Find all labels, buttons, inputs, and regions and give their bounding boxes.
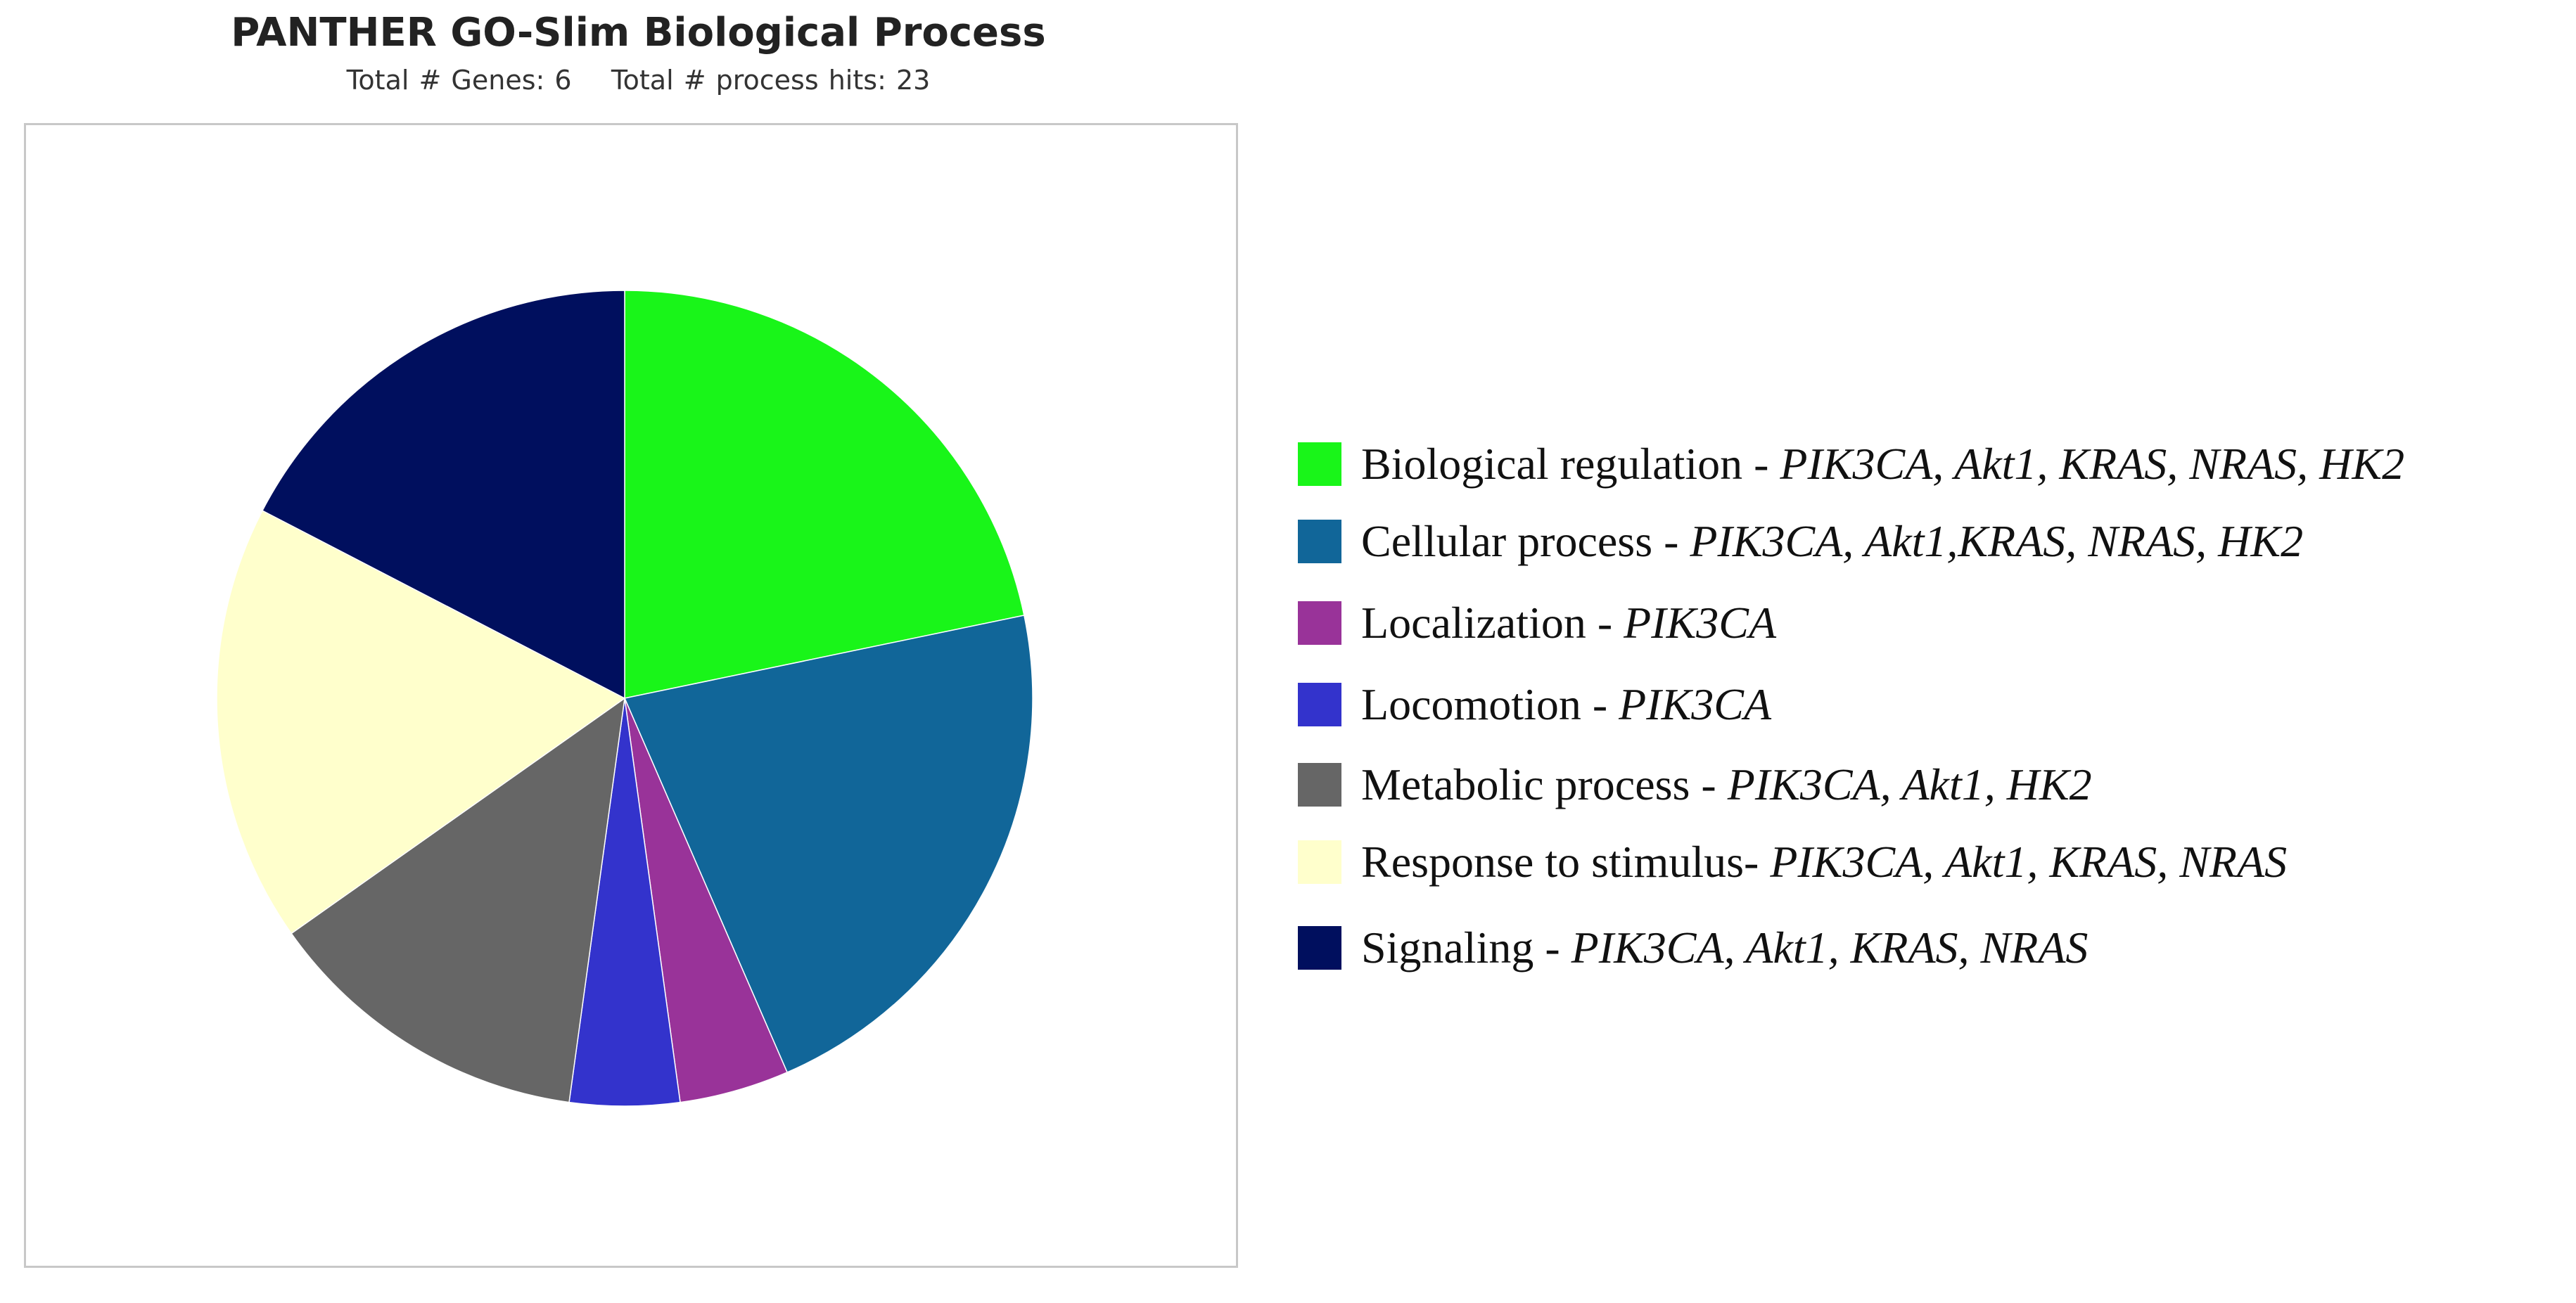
legend-item-locomotion: Locomotion - PIK3CA xyxy=(1298,669,1771,740)
legend-swatch-response-to-stimulus xyxy=(1298,840,1341,884)
legend: Biological regulation - PIK3CA, Akt1, KR… xyxy=(1298,0,2576,1303)
legend-item-metabolic-process: Metabolic process - PIK3CA, Akt1, HK2 xyxy=(1298,750,2092,820)
legend-swatch-localization xyxy=(1298,601,1341,645)
legend-swatch-locomotion xyxy=(1298,683,1341,726)
legend-genes: PIK3CA, Akt1, HK2 xyxy=(1727,759,2092,809)
legend-separator: - xyxy=(1652,516,1690,566)
legend-swatch-metabolic-process xyxy=(1298,763,1341,807)
legend-item-cellular-process: Cellular process - PIK3CA, Akt1,KRAS, NR… xyxy=(1298,506,2303,577)
legend-swatch-cellular-process xyxy=(1298,520,1341,563)
legend-genes: PIK3CA, Akt1, KRAS, NRAS xyxy=(1770,837,2288,887)
legend-item-localization: Localization - PIK3CA xyxy=(1298,588,1776,658)
pie-slice-biological-regulation xyxy=(624,290,1025,699)
legend-label: Localization xyxy=(1361,598,1586,648)
legend-text: Localization - PIK3CA xyxy=(1361,597,1776,649)
legend-text: Response to stimulus- PIK3CA, Akt1, KRAS… xyxy=(1361,836,2287,888)
pie-slice-metabolic-process xyxy=(291,697,625,1103)
legend-genes: PIK3CA, Akt1, KRAS, NRAS xyxy=(1571,923,2089,973)
legend-genes: PIK3CA, Akt1, KRAS, NRAS, HK2 xyxy=(1780,439,2405,489)
legend-text: Locomotion - PIK3CA xyxy=(1361,679,1771,731)
pie-slice-response-to-stimulus xyxy=(216,510,626,935)
legend-swatch-signaling xyxy=(1298,926,1341,970)
legend-text: Cellular process - PIK3CA, Akt1,KRAS, NR… xyxy=(1361,515,2303,567)
legend-label: Locomotion xyxy=(1361,679,1581,729)
legend-genes: PIK3CA xyxy=(1624,598,1777,648)
legend-separator: - xyxy=(1742,439,1780,489)
pie-slice-cellular-process xyxy=(623,615,1033,1073)
legend-item-biological-regulation: Biological regulation - PIK3CA, Akt1, KR… xyxy=(1298,429,2404,499)
pie-chart xyxy=(216,290,1033,1107)
chart-title: PANTHER GO-Slim Biological Process xyxy=(231,10,1046,56)
legend-label: Response to stimulus xyxy=(1361,837,1745,887)
legend-separator: - xyxy=(1586,598,1624,648)
legend-label: Signaling xyxy=(1361,923,1534,973)
legend-label: Biological regulation xyxy=(1361,439,1743,489)
legend-genes: PIK3CA, Akt1,KRAS, NRAS, HK2 xyxy=(1690,516,2304,566)
chart-subtitle: Total # Genes: 6 Total # process hits: 2… xyxy=(346,65,931,96)
legend-genes: PIK3CA xyxy=(1619,679,1772,729)
pie-slice-signaling xyxy=(262,290,625,700)
legend-swatch-biological-regulation xyxy=(1298,442,1341,486)
legend-text: Biological regulation - PIK3CA, Akt1, KR… xyxy=(1361,438,2404,490)
legend-label: Metabolic process xyxy=(1361,759,1690,809)
legend-separator: - xyxy=(1534,923,1571,973)
legend-item-signaling: Signaling - PIK3CA, Akt1, KRAS, NRAS xyxy=(1298,913,2088,983)
legend-separator: - xyxy=(1744,837,1771,887)
legend-item-response-to-stimulus: Response to stimulus- PIK3CA, Akt1, KRAS… xyxy=(1298,827,2287,897)
legend-separator: - xyxy=(1581,679,1619,729)
legend-text: Signaling - PIK3CA, Akt1, KRAS, NRAS xyxy=(1361,922,2088,974)
legend-text: Metabolic process - PIK3CA, Akt1, HK2 xyxy=(1361,759,2092,811)
legend-separator: - xyxy=(1690,759,1728,809)
legend-label: Cellular process xyxy=(1361,516,1653,566)
